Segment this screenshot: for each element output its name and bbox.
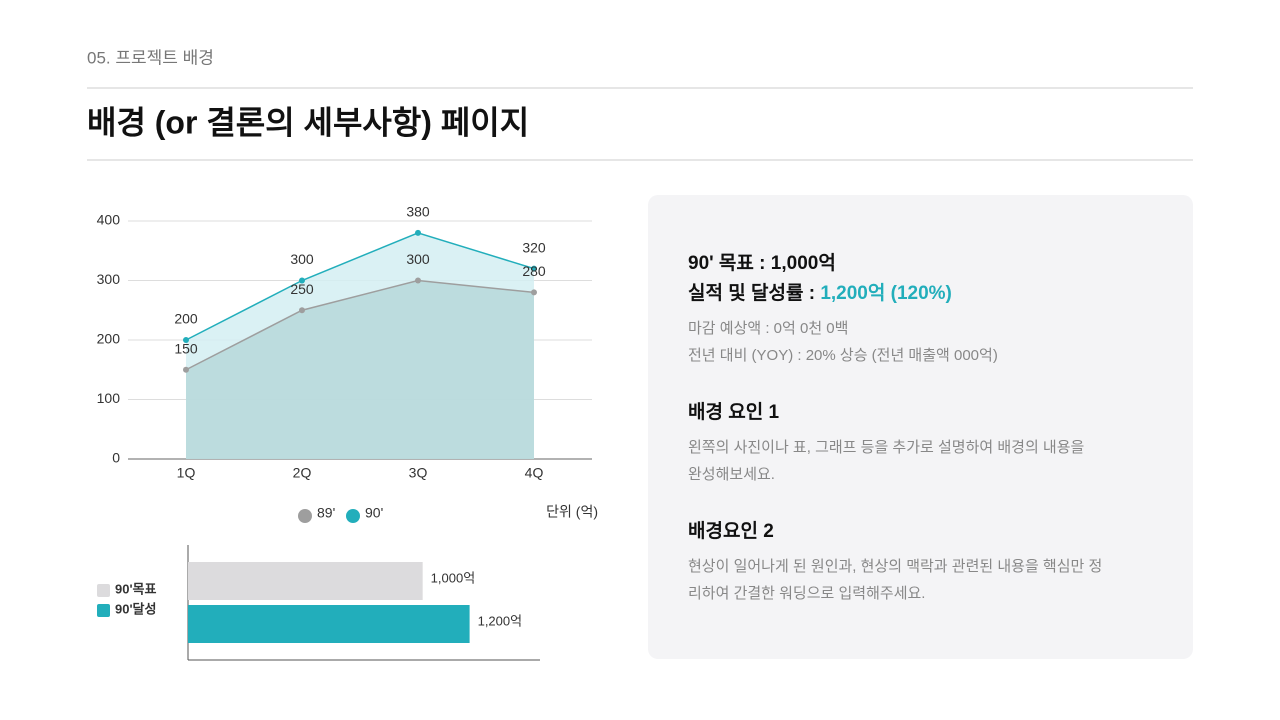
x-tick-label: 1Q (177, 465, 196, 481)
info-panel (648, 195, 1193, 659)
bar (188, 562, 423, 600)
line (185, 232, 535, 341)
point (415, 229, 421, 236)
value-label: 300 (406, 251, 430, 267)
value-label: 1,000억 (431, 570, 476, 585)
legend-swatch (97, 604, 110, 617)
legend-swatch (346, 509, 360, 523)
detail-line: 전년 대비 (YOY) : 20% 상승 (전년 매출액 000억) (688, 347, 998, 364)
section-body: 현상이 일어나게 된 원인과, 현상의 맥락과 관련된 내용을 핵심만 정 (688, 558, 1102, 575)
point (299, 277, 305, 284)
section-title: 배경요인 2 (688, 520, 774, 542)
page-title: 배경 (or 결론의 세부사항) 페이지 (87, 104, 529, 140)
y-tick-label: 0 (112, 450, 120, 466)
achievement-label: 실적 및 달성률 : (688, 282, 820, 304)
unit-label: 단위 (억) (546, 504, 598, 520)
section-body: 완성해보세요. (688, 466, 775, 483)
point (183, 337, 189, 343)
section-title: 배경 요인 1 (688, 401, 779, 423)
y-tick-label: 400 (97, 212, 121, 228)
section-body: 리하여 간결한 워딩으로 입력해주세요. (688, 585, 925, 602)
value-label: 280 (522, 263, 546, 279)
area (186, 280, 534, 459)
bar (188, 605, 470, 643)
value-label: 380 (406, 204, 430, 220)
value-label: 150 (174, 340, 198, 356)
legend-swatch (298, 509, 312, 523)
x-tick-label: 4Q (525, 465, 544, 481)
value-label: 320 (522, 239, 546, 255)
achievement: 실적 및 달성률 : 1,200억 (120%) (688, 282, 952, 304)
legend-swatch (97, 584, 110, 597)
y-tick-label: 300 (97, 271, 121, 287)
y-tick-label: 200 (97, 331, 121, 347)
x-tick-label: 3Q (409, 465, 428, 481)
legend-label: 90'목표 (115, 581, 157, 596)
value-label: 250 (290, 281, 314, 297)
point (415, 277, 421, 284)
x-tick-label: 2Q (293, 465, 312, 481)
detail-line: 마감 예상액 : 0억 0천 0백 (688, 320, 848, 337)
point (531, 289, 537, 296)
goal: 90' 목표 : 1,000억 (688, 252, 836, 274)
point (299, 307, 305, 314)
section-label: 05. 프로젝트 배경 (87, 48, 214, 67)
section-body: 왼쪽의 사진이나 표, 그래프 등을 추가로 설명하여 배경의 내용을 (688, 439, 1084, 456)
point (183, 366, 189, 373)
point (531, 265, 537, 272)
value-label: 1,200억 (478, 613, 522, 628)
achievement-value: 1,200억 (120%) (820, 282, 952, 304)
line (185, 279, 535, 371)
value-label: 300 (290, 251, 314, 267)
legend-label: 90'달성 (115, 601, 156, 616)
y-tick-label: 100 (97, 390, 121, 406)
legend-label: 89' (317, 505, 335, 521)
value-label: 200 (174, 311, 198, 327)
legend-label: 90' (365, 505, 383, 521)
